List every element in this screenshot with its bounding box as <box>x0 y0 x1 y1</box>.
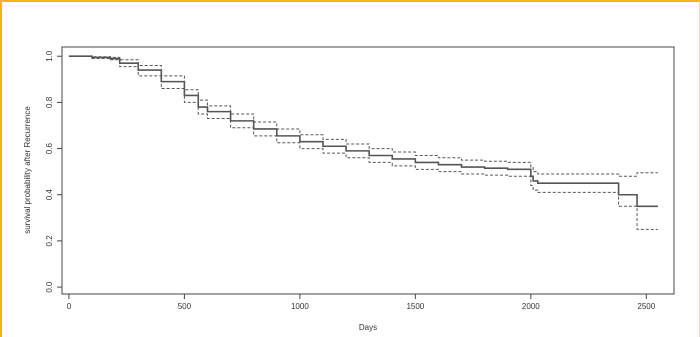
y-axis: 0.0 0.2 0.4 0.6 0.8 1.0 <box>45 50 62 293</box>
y-tick-label: 0.2 <box>45 235 54 247</box>
x-tick-label: 500 <box>178 302 192 311</box>
x-tick-label: 0 <box>67 302 72 311</box>
x-tick-label: 2500 <box>637 302 655 311</box>
x-tick-label: 2000 <box>522 302 540 311</box>
x-axis-title: Days <box>359 323 377 332</box>
upper-ci-curve <box>68 55 658 177</box>
y-tick-label: 0.6 <box>45 142 54 154</box>
y-axis-title: survival probability after Recurrence <box>23 106 32 234</box>
y-tick-label: 1.0 <box>45 50 54 62</box>
lower-ci-curve <box>68 55 658 230</box>
x-tick-label: 1000 <box>291 302 309 311</box>
x-axis: 0 500 1000 1500 2000 2500 <box>67 294 656 311</box>
survival-curves <box>68 55 658 230</box>
plot-box <box>61 46 675 295</box>
y-tick-label: 0.8 <box>45 96 54 108</box>
x-tick-label: 1500 <box>406 302 424 311</box>
y-tick-label: 0.4 <box>45 189 54 201</box>
y-tick-label: 0.0 <box>45 281 54 293</box>
estimate-curve <box>68 55 658 208</box>
